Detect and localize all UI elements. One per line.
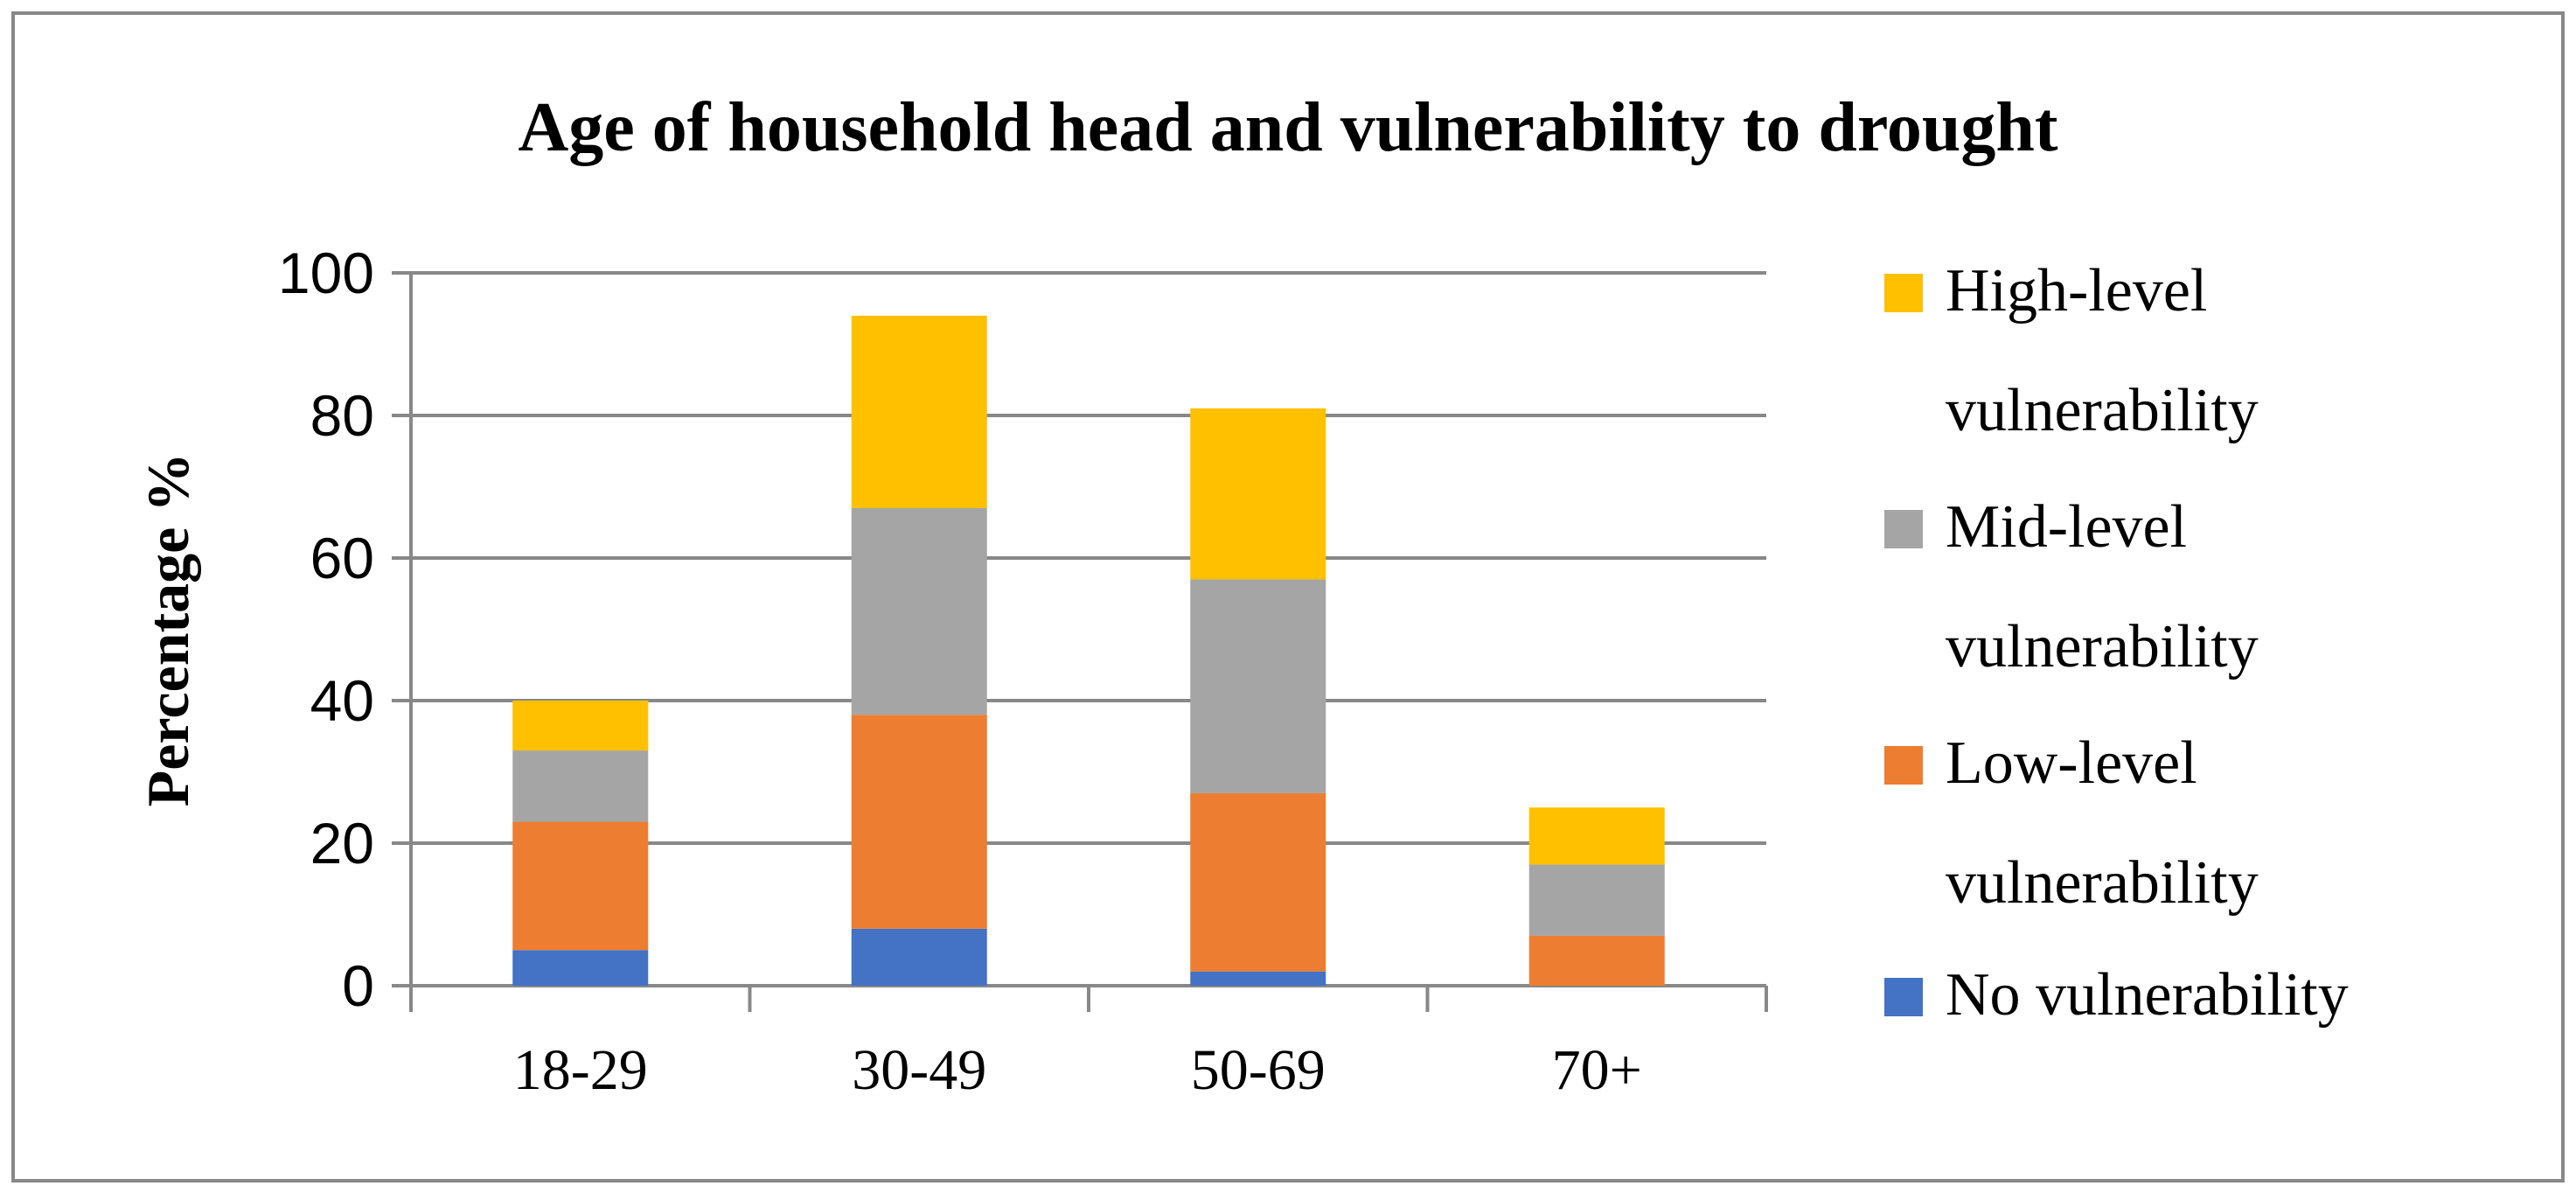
legend-swatch xyxy=(1884,978,1923,1016)
bar-segment xyxy=(1528,864,1665,936)
legend-label: Low-level xyxy=(1946,729,2197,797)
bar-segment xyxy=(1190,792,1326,972)
bar-segment xyxy=(851,928,987,986)
x-tick-label: 50-69 xyxy=(1191,1038,1326,1102)
y-tick-label: 20 xyxy=(310,811,374,876)
bar-segment xyxy=(1190,579,1326,793)
legend-label: No vulnerability xyxy=(1946,961,2349,1029)
x-tick-label: 70+ xyxy=(1552,1038,1642,1102)
legend-item: Low-level vulnerability xyxy=(1884,729,2259,917)
y-tick-label: 80 xyxy=(310,383,374,448)
bar-segment xyxy=(851,315,987,508)
chart-title: Age of household head and vulnerability … xyxy=(518,89,2057,166)
bar-segment xyxy=(1528,807,1665,865)
bar-segment xyxy=(1190,971,1326,986)
legend-label: Mid-level xyxy=(1946,493,2187,561)
legend-swatch xyxy=(1884,274,1923,312)
bar-segment xyxy=(512,701,649,751)
legend-label: vulnerability xyxy=(1946,613,2259,680)
legend-swatch xyxy=(1884,746,1923,785)
legend-label: vulnerability xyxy=(1946,377,2259,444)
legend-item: Mid-level vulnerability xyxy=(1884,493,2259,680)
x-tick-label: 18-29 xyxy=(513,1038,648,1102)
y-tick-label: 40 xyxy=(310,668,374,733)
bar-segment xyxy=(512,821,649,951)
bar-segment xyxy=(512,950,649,986)
x-tick-label: 30-49 xyxy=(852,1038,986,1102)
y-tick-label: 60 xyxy=(310,526,374,590)
bar-segment xyxy=(851,715,987,929)
legend-label: High-level xyxy=(1946,257,2207,324)
legend-item: No vulnerability xyxy=(1884,961,2349,1029)
y-tick-label: 0 xyxy=(342,953,374,1018)
y-tick-label: 100 xyxy=(278,241,374,305)
bar-segment xyxy=(851,507,987,715)
legend-label: vulnerability xyxy=(1946,849,2259,917)
legend-item: High-level vulnerability xyxy=(1884,257,2259,444)
y-axis-label: Percentage % xyxy=(135,453,201,807)
bar-segment xyxy=(512,750,649,822)
bar-segment xyxy=(1190,408,1326,580)
bar-segment xyxy=(1528,935,1665,986)
legend-swatch xyxy=(1884,510,1923,548)
